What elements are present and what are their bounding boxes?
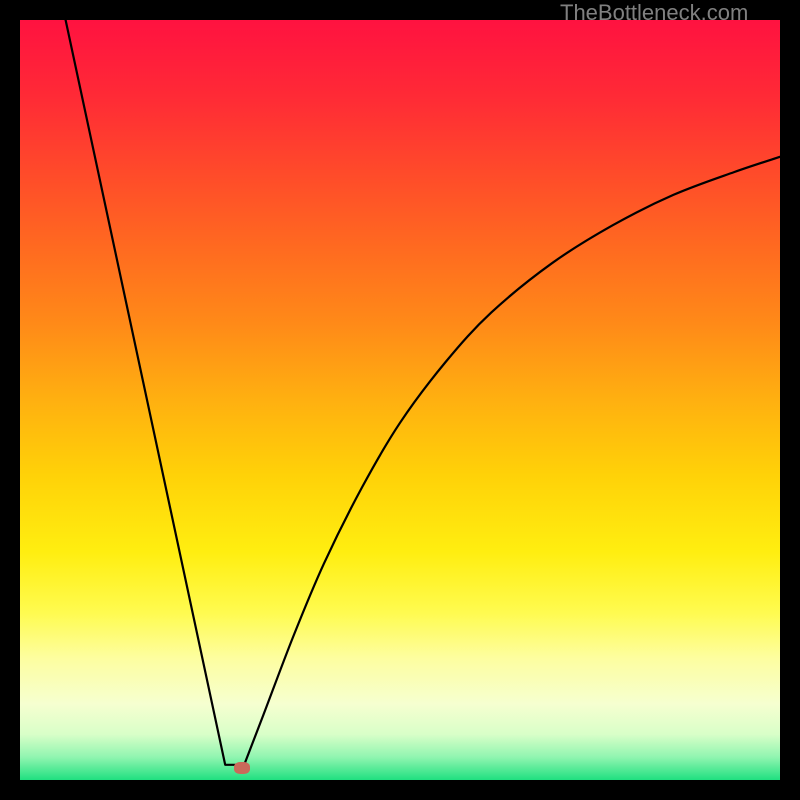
plot-area [20,20,780,780]
chart-frame: TheBottleneck.com [0,0,800,800]
optimal-point-marker [234,762,249,774]
watermark-text: TheBottleneck.com [560,0,748,26]
bottleneck-curve [20,20,780,780]
